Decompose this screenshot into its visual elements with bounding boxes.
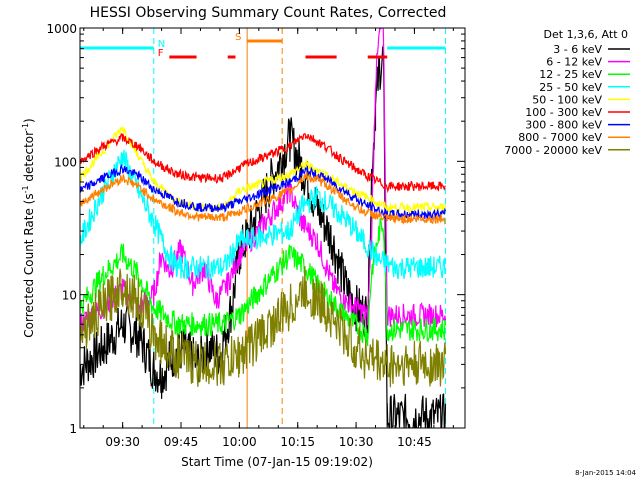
- series-line-5: [80, 132, 446, 194]
- legend-label-5: 100 - 300 keV: [525, 106, 602, 119]
- x-tick-label-2: 10:00: [222, 435, 257, 449]
- legend-header: Det 1,3,6, Att 0: [544, 28, 628, 41]
- flag-label-N: N: [158, 39, 165, 50]
- legend-label-2: 12 - 25 keV: [539, 68, 602, 81]
- y-axis-label: Corrected Count Rate (s-1 detector-1): [21, 118, 36, 337]
- legend-label-7: 800 - 7000 keV: [518, 131, 602, 144]
- series-line-4: [80, 126, 447, 214]
- legend-label-6: 300 - 800 keV: [525, 119, 602, 132]
- plot-area: NF S: [80, 28, 447, 428]
- legend-label-4: 50 - 100 keV: [532, 93, 602, 106]
- flag-label-S: S: [235, 32, 241, 43]
- y-tick-label-1: 10: [62, 289, 77, 303]
- x-tick-label-0: 09:30: [105, 435, 140, 449]
- legend-label-8: 7000 - 20000 keV: [504, 144, 602, 157]
- x-tick-label-5: 10:45: [397, 435, 432, 449]
- x-axis: 09:30 09:45 10:00 10:15 10:30 10:45: [83, 28, 454, 449]
- x-tick-label-3: 10:15: [280, 435, 315, 449]
- timestamp: 8-Jan-2015 14:04: [575, 469, 636, 477]
- series-line-2: [80, 216, 447, 347]
- series-line-7: [80, 171, 446, 225]
- x-axis-label: Start Time (07-Jan-15 09:19:02): [181, 455, 373, 469]
- y-tick-label-2: 100: [54, 155, 77, 169]
- flag-label-F: F: [158, 48, 164, 59]
- legend-label-1: 6 - 12 keV: [546, 56, 602, 69]
- y-axis: 1 10 100 1000: [46, 22, 465, 436]
- x-tick-label-1: 09:45: [164, 435, 199, 449]
- legend-label-3: 25 - 50 keV: [539, 81, 602, 94]
- plot-frame: [79, 27, 466, 429]
- series-line-8: [80, 266, 447, 388]
- chart-title: HESSI Observing Summary Count Rates, Cor…: [90, 5, 447, 21]
- y-tick-label-0: 1: [69, 422, 77, 436]
- x-tick-label-4: 10:30: [339, 435, 374, 449]
- y-tick-label-3: 1000: [46, 22, 77, 36]
- legend-label-0: 3 - 6 keV: [553, 43, 602, 56]
